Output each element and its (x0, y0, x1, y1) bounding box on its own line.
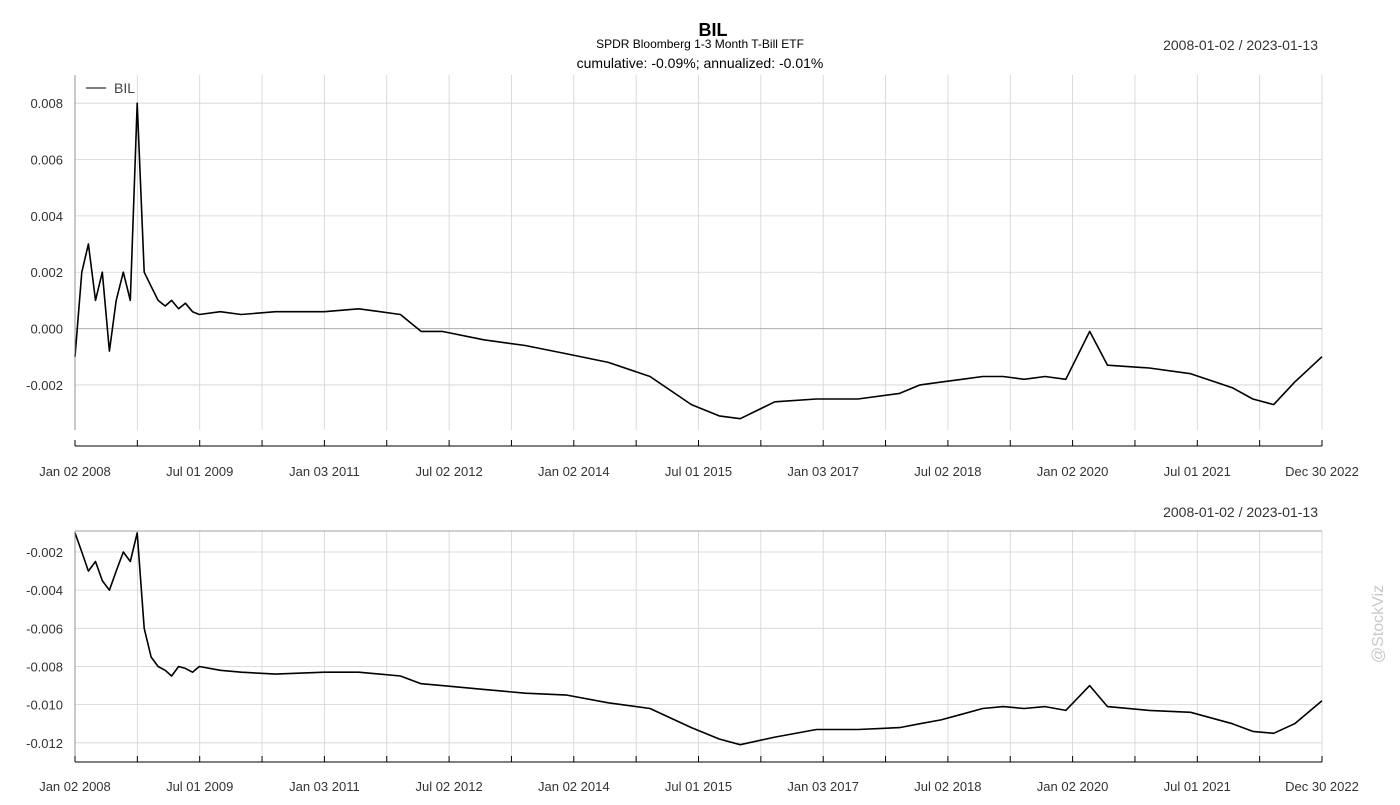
x-tick-label: Jan 02 2020 (1037, 779, 1109, 794)
x-tick-label: Jul 01 2021 (1164, 464, 1231, 479)
x-tick-label: Jul 01 2009 (166, 464, 233, 479)
series-line-bil (74, 102, 1323, 420)
chart-title: BIL (699, 20, 728, 40)
x-tick-label: Jul 01 2015 (665, 779, 732, 794)
x-tick-label: Jan 02 2014 (538, 779, 610, 794)
legend-label-bil: BIL (114, 80, 135, 96)
p1-x-axis: Jan 02 2008 Jul 01 2009 Jan 03 2011 Jul 02 … (39, 756, 1359, 794)
x-tick-label: Jul 01 2021 (1164, 779, 1231, 794)
y-tick-label: -0.006 (26, 621, 63, 636)
p1-date-range: 2008-01-02 / 2023-01-13 (1163, 504, 1318, 520)
p1-series (74, 532, 1323, 746)
x-tick-label: Jan 03 2017 (787, 464, 859, 479)
x-tick-label: Jan 03 2011 (289, 464, 360, 479)
chart-summary: cumulative: -0.09%; annualized: -0.01% (577, 55, 824, 71)
x-tick-label: Dec 30 2022 (1285, 779, 1359, 794)
p0-legend: BIL (86, 80, 135, 96)
chart-header: BIL SPDR Bloomberg 1-3 Month T-Bill ETF … (577, 20, 824, 71)
y-tick-label: -0.002 (26, 545, 63, 560)
watermark: @StockViz (1370, 585, 1387, 663)
x-tick-label: Jul 01 2015 (665, 464, 732, 479)
x-tick-label: Jan 02 2020 (1037, 464, 1109, 479)
x-tick-label: Jul 02 2012 (415, 464, 482, 479)
chart-subtitle: SPDR Bloomberg 1-3 Month T-Bill ETF (596, 37, 804, 51)
p0-date-range: 2008-01-02 / 2023-01-13 (1163, 37, 1318, 53)
y-tick-label: 0.004 (30, 209, 63, 224)
x-tick-label: Dec 30 2022 (1285, 464, 1359, 479)
p1-y-axis: -0.012 -0.010 -0.008 -0.006 -0.004 -0.002 (26, 531, 76, 760)
x-tick-label: Jan 03 2017 (787, 779, 859, 794)
x-tick-label: Jul 02 2018 (914, 464, 981, 479)
y-tick-label: 0.008 (30, 96, 63, 111)
p1-grid (74, 530, 1323, 760)
y-tick-label: -0.012 (26, 736, 63, 751)
x-tick-label: Jan 02 2014 (538, 464, 610, 479)
panel-bottom: -0.012 -0.010 -0.008 -0.006 -0.004 -0.002 Jan… (26, 504, 1359, 794)
series-line-bil (74, 532, 1323, 746)
p0-x-axis: Jan 02 2008 Jul 01 2009 Jan 03 2011 Jul 02 … (39, 440, 1359, 479)
x-tick-label: Jul 02 2018 (914, 779, 981, 794)
y-tick-label: 0.006 (30, 153, 63, 168)
x-tick-label: Jul 01 2009 (166, 779, 233, 794)
x-tick-label: Jan 02 2008 (39, 464, 111, 479)
p0-y-axis: -0.002 0.000 0.002 0.004 0.006 0.008 (26, 75, 76, 430)
p0-grid (74, 75, 1323, 430)
panel-top: -0.002 0.000 0.002 0.004 0.006 0.008 Jan 02 2… (26, 37, 1359, 479)
x-tick-label: Jan 02 2008 (39, 779, 111, 794)
y-tick-label: -0.004 (26, 583, 63, 598)
y-tick-label: -0.002 (26, 378, 63, 393)
p0-series (74, 102, 1323, 420)
y-tick-label: 0.002 (30, 265, 63, 280)
y-tick-label: -0.010 (26, 698, 63, 713)
x-tick-label: Jul 02 2012 (415, 779, 482, 794)
y-tick-label: 0.000 (30, 322, 63, 337)
y-tick-label: -0.008 (26, 659, 63, 674)
x-tick-label: Jan 03 2011 (289, 779, 360, 794)
